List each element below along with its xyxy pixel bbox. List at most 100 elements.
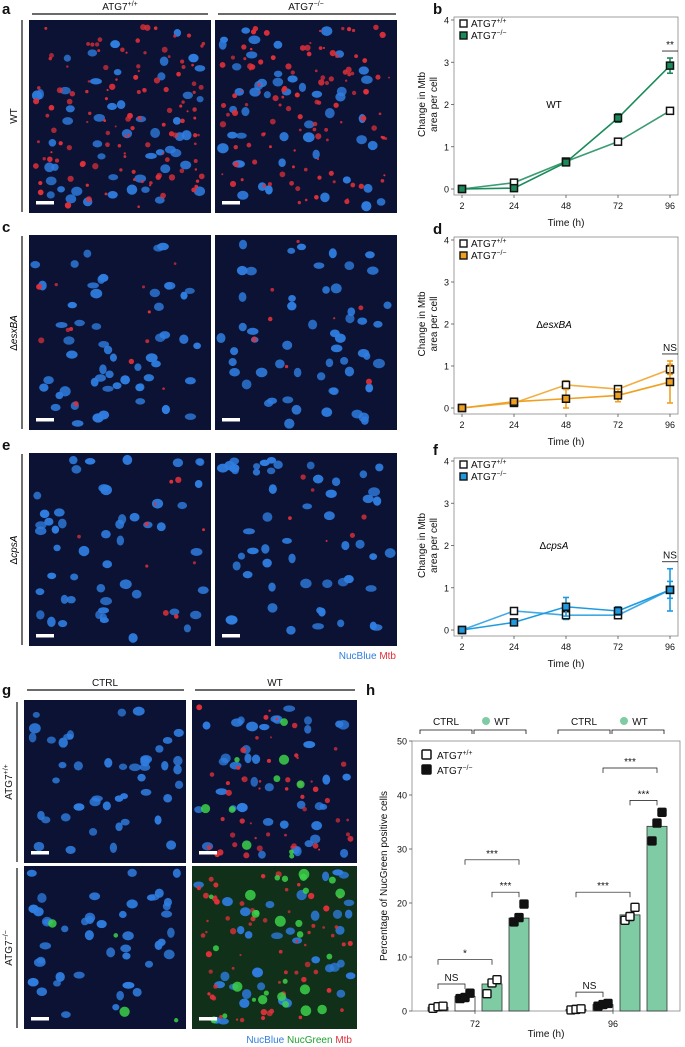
nucleus [51, 525, 60, 534]
nucleus [296, 243, 307, 251]
nucleus [194, 65, 206, 72]
mtb-spot [161, 152, 165, 155]
nucleus [308, 319, 318, 330]
mtb-spot [142, 285, 146, 289]
mtb-spot [300, 474, 306, 480]
nucleus [100, 484, 112, 496]
nucleus [61, 925, 69, 933]
data-point [561, 380, 571, 390]
data-point [561, 158, 571, 167]
mtb-spot [90, 42, 95, 47]
line-chart-d: d 0 1 2 3 4 2 24 48 72 96 Time (h) Change in Mtb area… [417, 221, 679, 448]
nucleus [302, 503, 313, 510]
y-tick-label: 30 [397, 845, 407, 855]
annotation-name: esxBA [543, 320, 572, 331]
legend-g-nucgreen: NucGreen [287, 1035, 335, 1046]
mtb-spot [236, 765, 241, 770]
mtb-spot [320, 75, 326, 81]
mtb-spot [278, 949, 283, 954]
mtb-spot [260, 1008, 268, 1016]
nucleus [107, 190, 118, 199]
nucleus [48, 138, 57, 147]
nucleus [303, 740, 316, 749]
mtb-spot [162, 387, 165, 391]
nucleus [322, 774, 331, 785]
nucleus [322, 579, 333, 588]
nucleus [117, 708, 127, 717]
mtb-spot [36, 283, 43, 290]
micrograph-g-wt-wt [192, 700, 357, 863]
mtb-spot [250, 29, 257, 35]
mtb-spot [125, 116, 131, 122]
nucleus [312, 623, 324, 630]
y-tick-label: 3 [444, 278, 449, 288]
col-label-atg7-ko-sup: −/− [314, 1, 324, 8]
legend-g-nucblue: NucBlue [246, 1035, 287, 1046]
mtb-spot [333, 102, 339, 108]
mtb-spot [174, 614, 179, 619]
nucleus [266, 467, 276, 475]
mtb-spot [206, 919, 209, 923]
mtb-spot [128, 358, 135, 365]
nucleus [235, 132, 247, 139]
nucleus [356, 135, 367, 145]
mtb-spot [340, 1008, 344, 1012]
nucleus [43, 376, 54, 385]
nucleus [225, 615, 238, 625]
nucleus [193, 342, 201, 350]
nucleus [266, 397, 278, 405]
col-label-atg7-wt-sup: +/+ [128, 1, 138, 8]
mtb-spot [235, 1018, 239, 1021]
x-tick-label: 24 [509, 420, 519, 430]
nucleus [106, 947, 116, 958]
mtb-spot [193, 116, 197, 120]
nucgreen-spot [200, 804, 211, 814]
mtb-spot [294, 970, 299, 975]
nucleus [161, 404, 170, 415]
legend-label-1: ATG7−/− [437, 765, 473, 777]
nucleus [328, 248, 337, 259]
nucleus [239, 998, 250, 1008]
mtb-spot [301, 976, 307, 983]
nucleus [132, 987, 142, 997]
mtb-spot [270, 55, 276, 61]
sig-bracket-8 [602, 767, 658, 773]
sig-bracket-3 [491, 891, 520, 898]
nucleus [134, 363, 142, 371]
nucgreen-spot [174, 1018, 179, 1023]
mtb-spot [50, 151, 53, 154]
micrographs [24, 20, 397, 1029]
nucgreen-spot [295, 919, 303, 927]
nucleus [318, 607, 326, 617]
data-point [438, 1001, 448, 1011]
nucleus [336, 989, 346, 998]
mtb-spot [304, 961, 311, 968]
mtb-spot [291, 722, 298, 729]
micrograph-a-atg7-ko [215, 20, 397, 213]
nucgreen-spot [278, 754, 290, 765]
nucgreen-spot [113, 933, 119, 938]
mtb-spot [66, 144, 72, 151]
data-point [519, 899, 529, 909]
mtb-spot [179, 168, 185, 174]
mtb-spot [56, 87, 63, 94]
micrograph-a-atg7-ko-bg [215, 20, 397, 213]
sig-bracket-4-label: *** [486, 849, 498, 860]
nucleus [35, 526, 47, 536]
mtb-spot [306, 51, 312, 57]
nucleus [188, 53, 199, 63]
sig-bracket-5-label: NS [583, 981, 597, 992]
y-tick-label: 1 [444, 362, 449, 372]
mtb-spot [312, 127, 317, 132]
nucleus [58, 518, 67, 529]
mtb-spot [221, 173, 224, 176]
nucleus [325, 358, 334, 368]
nucgreen-spot [300, 1005, 312, 1017]
nucleus [311, 956, 321, 964]
nucleus [196, 95, 204, 103]
nucleus [345, 972, 356, 980]
nucleus [287, 75, 298, 83]
nucleus [238, 322, 247, 332]
nucleus [65, 194, 77, 204]
nucleus [180, 160, 192, 170]
